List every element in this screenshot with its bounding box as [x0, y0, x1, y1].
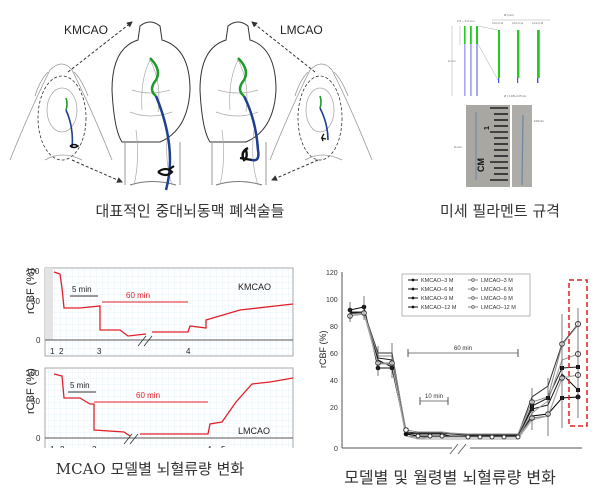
brain-right-icon: [199, 21, 277, 186]
svg-text:KMCAO–3 M: KMCAO–3 M: [421, 278, 454, 284]
brain-left-icon: [111, 21, 191, 186]
svg-text:0.15 mm: 0.15 mm: [534, 120, 544, 123]
svg-text:2: 2: [60, 445, 65, 448]
svg-text:3: 3: [97, 347, 102, 356]
svg-text:0.14~0.16: 0.14~0.16: [532, 22, 544, 25]
rat-head-left-icon: [9, 63, 113, 161]
filament-green-left: [149, 57, 160, 97]
lmcao-label: LMCAO: [280, 23, 323, 37]
filament-blue-small-right: [319, 107, 329, 141]
svg-text:10 min: 10 min: [425, 394, 443, 400]
svg-text:5 min: 5 min: [72, 285, 92, 294]
svg-text:0.10~0.12: 0.10~0.12: [492, 22, 504, 25]
svg-text:2: 2: [59, 347, 64, 356]
error-bars: [349, 296, 579, 436]
svg-text:4: 4: [207, 445, 212, 448]
y-ticks: 120 100 80 60 40 20 0: [326, 270, 338, 453]
svg-text:LMCAO–12 M: LMCAO–12 M: [481, 305, 516, 311]
svg-text:LMCAO–3 M: LMCAO–3 M: [481, 278, 513, 284]
svg-text:60 min: 60 min: [126, 291, 150, 300]
svg-text:0.12~0.14: 0.12~0.14: [512, 22, 524, 25]
svg-text:rCBF (%): rCBF (%): [25, 268, 37, 314]
svg-text:5 min: 5 min: [70, 381, 90, 390]
svg-text:100: 100: [326, 297, 338, 304]
agechart-caption: 모델별 및 월령별 뇌혈류량 변화: [344, 468, 556, 487]
svg-text:20: 20: [330, 405, 338, 412]
mcao-models-panel: KMCAO LMCAO: [0, 0, 380, 240]
svg-text:KMCAO–12 M: KMCAO–12 M: [421, 305, 457, 311]
mcao-models-illustration: KMCAO LMCAO: [9, 21, 373, 191]
y-axis-label: rCBF (%): [318, 331, 328, 369]
zoom-arrows: [67, 21, 319, 183]
data-markers: [347, 304, 581, 440]
filament-blue-right: [242, 95, 260, 162]
suture-knot-left-icon: [157, 165, 175, 177]
suture-knot-right-icon: [239, 146, 253, 162]
models-caption: 대표적인 중대뇌동맥 폐색술들: [95, 202, 285, 220]
filament-spec-panel: 2.5 ~ 3.0 mm Ø (mm) 0.10~0.12 0.12~0.14 …: [400, 0, 600, 240]
svg-text:100: 100: [26, 267, 40, 276]
svg-text:LMCAO–6 M: LMCAO–6 M: [481, 287, 513, 293]
rcbf-trace-chart: rCBF (%) 100 50 0 5 min 60 min KMCAO 1 2…: [25, 267, 294, 455]
svg-text:80: 80: [330, 324, 338, 331]
svg-text:120: 120: [326, 270, 338, 277]
svg-text:LMCAO: LMCAO: [238, 426, 270, 436]
trace-caption: MCAO 모델별 뇌혈류량 변화: [55, 460, 245, 478]
filament-diagram: 2.5 ~ 3.0 mm Ø (mm) 0.10~0.12 0.12~0.14 …: [448, 13, 550, 187]
svg-text:0: 0: [334, 446, 338, 453]
svg-text:LMCAO–9 M: LMCAO–9 M: [481, 296, 513, 302]
filament-caption: 미세 필라멘트 규격: [440, 202, 560, 220]
rcbf-trace-panel: rCBF (%) 100 50 0 5 min 60 min KMCAO 1 2…: [0, 258, 300, 496]
svg-text:0: 0: [36, 434, 41, 443]
filament-green-right: [237, 57, 248, 97]
svg-text:60 min: 60 min: [454, 346, 472, 352]
suture-icon: [69, 143, 80, 149]
svg-text:50: 50: [31, 297, 40, 306]
lmcao-trace: rCBF (%) 100 50 0 5 min 60 min LMCAO 1 2…: [25, 367, 294, 455]
svg-text:KMCAO–9 M: KMCAO–9 M: [421, 296, 454, 302]
legend: KMCAO–3 M KMCAO–6 M KMCAO–9 M KMCAO–12 M…: [401, 273, 531, 317]
svg-text:1: 1: [50, 445, 55, 448]
svg-text:3: 3: [92, 445, 97, 448]
svg-text:0: 0: [36, 336, 41, 345]
svg-text:rCBF (%): rCBF (%): [25, 368, 37, 414]
svg-text:1: 1: [484, 126, 491, 130]
svg-text:CM: CM: [476, 158, 486, 172]
svg-text:60: 60: [330, 351, 338, 358]
svg-text:40: 40: [330, 378, 338, 385]
svg-text:Ø = 0.045~0.05 mm: Ø = 0.045~0.05 mm: [504, 95, 526, 98]
kmcao-label: KMCAO: [64, 23, 108, 37]
svg-text:11 mm: 11 mm: [448, 60, 455, 63]
rat-head-right-icon: [269, 63, 373, 161]
filament-photo: CM 1 0.15 mm 11 mm: [454, 105, 544, 187]
svg-text:4: 4: [186, 347, 191, 356]
filament-green-small-right: [319, 95, 322, 109]
kmcao-trace: rCBF (%) 100 50 0 5 min 60 min KMCAO 1 2…: [25, 267, 294, 357]
svg-text:Ø (mm): Ø (mm): [504, 13, 514, 17]
svg-text:100: 100: [26, 369, 40, 378]
svg-text:KMCAO–6 M: KMCAO–6 M: [421, 287, 454, 293]
svg-text:50: 50: [31, 397, 40, 406]
series-lines: [349, 306, 579, 440]
event-highlight-box: [568, 279, 588, 427]
svg-text:5: 5: [221, 445, 226, 448]
suture-small-right-icon: [320, 133, 327, 142]
svg-text:KMCAO: KMCAO: [238, 282, 271, 292]
svg-text:60 min: 60 min: [136, 391, 160, 400]
filament-blue-left: [154, 95, 172, 191]
filament-green-small-left: [65, 97, 68, 111]
svg-text:2.5 ~ 3.0 mm: 2.5 ~ 3.0 mm: [457, 19, 475, 23]
svg-text:11 mm: 11 mm: [454, 146, 461, 149]
filament-schematic: 2.5 ~ 3.0 mm Ø (mm) 0.10~0.12 0.12~0.14 …: [448, 13, 550, 98]
svg-text:1: 1: [50, 347, 55, 356]
